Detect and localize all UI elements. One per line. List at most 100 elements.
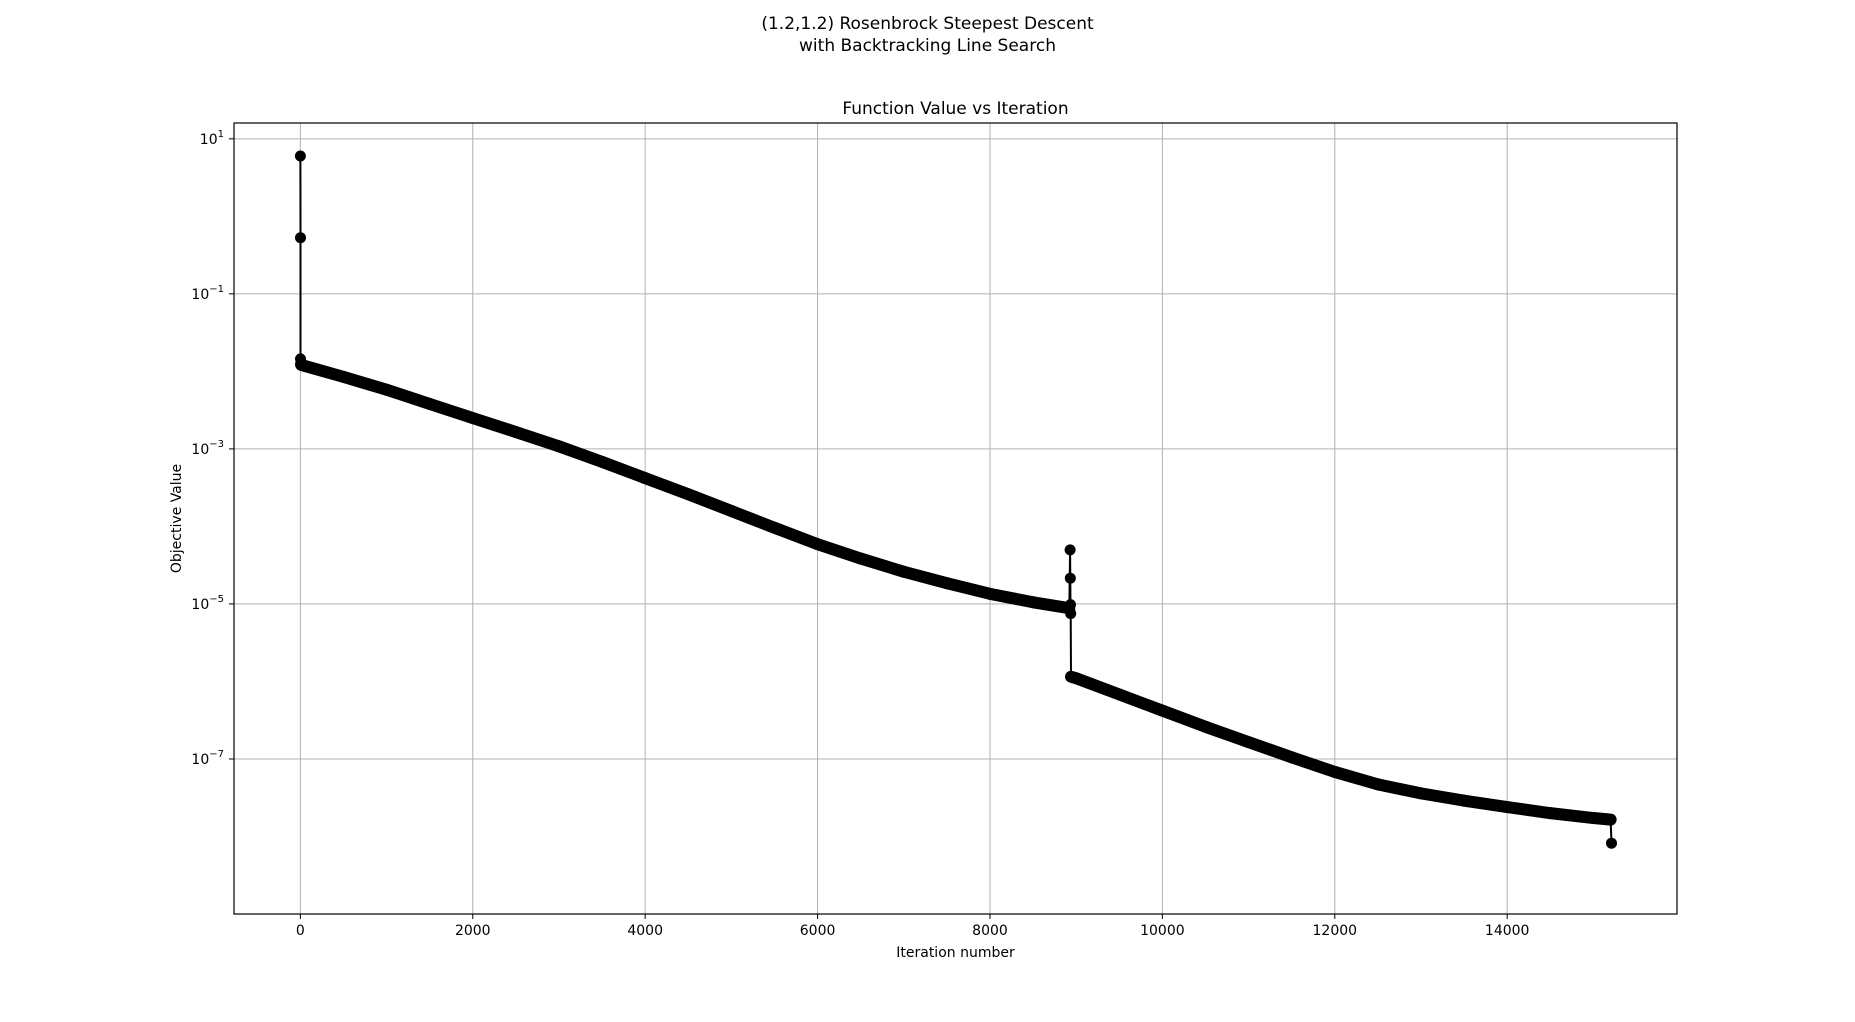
y-tick-label-base-2: 10 [191, 442, 209, 458]
dense-marker-band-0-29 [1501, 801, 1557, 820]
y-tick-label-base-3: 10 [191, 597, 209, 613]
dense-marker-band-0-17 [1027, 596, 1076, 615]
x-tick-label-6: 12000 [1313, 923, 1358, 939]
y-tick-label-exp-0: 1 [218, 129, 224, 140]
data-point-0-9 [467, 412, 479, 424]
dense-marker-band-0-26 [1371, 778, 1427, 800]
dense-marker-band-0-0 [295, 358, 350, 383]
data-point-0-40 [1544, 807, 1556, 819]
data-point-0-24 [1064, 544, 1076, 556]
data-point-0-42 [1605, 814, 1617, 826]
series-line-0 [299, 155, 1613, 844]
x-tick-label-5: 10000 [1140, 923, 1185, 939]
x-tick-label-1: 2000 [455, 923, 491, 939]
y-tick-label-exp-1: −1 [209, 284, 224, 295]
x-tick-label-7: 14000 [1485, 923, 1530, 939]
dense-marker-band-0-14 [897, 565, 953, 590]
dense-marker-band-0-23 [1242, 736, 1298, 764]
figure-suptitle-line-2: with Backtracking Line Search [799, 36, 1056, 56]
y-tick-label-1: 10−1 [191, 284, 224, 303]
dense-marker-band-0-9 [682, 488, 738, 518]
x-tick-label-4: 8000 [972, 923, 1008, 939]
data-point-0-31 [1156, 705, 1168, 717]
data-point-0-11 [553, 440, 565, 452]
data-point-0-7 [381, 384, 393, 396]
data-point-0-25 [1064, 572, 1076, 584]
y-axis-label: Objective Value [169, 464, 185, 573]
series-layer [294, 150, 1617, 849]
y-tick-label-base-1: 10 [191, 287, 209, 303]
dense-marker-band-0-13 [854, 552, 910, 578]
data-point-0-38 [1458, 795, 1470, 807]
data-point-0-10 [510, 426, 522, 438]
data-point-0-43 [1606, 837, 1617, 849]
dense-marker-band-0-6 [552, 440, 609, 468]
data-point-0-12 [596, 456, 608, 468]
grid-lines [234, 123, 1677, 914]
data-point-0-5 [295, 359, 307, 371]
data-point-0-29 [1070, 672, 1082, 684]
data-point-0-6 [338, 371, 349, 383]
y-tick-label-exp-4: −7 [209, 749, 224, 760]
dense-marker-band-0-15 [940, 577, 996, 600]
x-axis-label: Iteration number [896, 945, 1015, 961]
data-point-0-17 [812, 538, 824, 550]
dense-marker-band-0-27 [1414, 787, 1471, 807]
data-point-0-22 [1027, 596, 1039, 608]
dense-marker-band-0-4 [466, 412, 522, 439]
y-tick-label-0: 101 [200, 129, 224, 148]
dense-marker-band-0-8 [639, 472, 695, 501]
data-point-0-36 [1372, 778, 1384, 790]
data-point-0-35 [1329, 766, 1341, 778]
x-tick-label-3: 6000 [800, 923, 836, 939]
y-tick-label-exp-3: −5 [209, 594, 224, 605]
data-point-0-37 [1415, 787, 1427, 799]
data-point-0-27 [1065, 608, 1077, 620]
y-tick-label-3: 10−5 [191, 594, 224, 613]
axis-ticks: 0 2000 4000 6000 8000 10000 12000 1400010110−11… [191, 129, 1529, 939]
axes-title: Function Value vs Iteration [842, 99, 1068, 119]
data-point-0-33 [1243, 736, 1255, 748]
data-point-0-41 [1587, 812, 1599, 824]
dense-marker-band-0-20 [1113, 688, 1169, 717]
y-tick-label-2: 10−3 [191, 439, 224, 458]
dense-marker-band-0-12 [811, 538, 867, 565]
data-point-0-20 [941, 577, 953, 589]
data-point-0-15 [725, 505, 737, 517]
data-point-0-13 [639, 472, 651, 484]
data-point-0-14 [682, 488, 694, 500]
data-point-0-34 [1286, 751, 1298, 763]
dense-marker-band-0-24 [1285, 751, 1341, 778]
y-tick-label-4: 10−7 [191, 749, 224, 768]
data-point-0-1 [295, 232, 306, 244]
data-point-0-16 [769, 522, 780, 534]
dense-marker-band-0-2 [380, 383, 436, 410]
data-point-0-0 [294, 150, 306, 162]
dense-marker-band-0-25 [1328, 765, 1384, 791]
x-tick-label-0: 0 [296, 923, 305, 939]
figure-suptitle-line-1: (1.2,1.2) Rosenbrock Steepest Descent [761, 14, 1094, 34]
dense-marker-band-0-11 [768, 521, 824, 551]
dense-marker-band-0-10 [725, 505, 781, 534]
y-tick-label-exp-2: −3 [209, 439, 224, 450]
y-tick-label-base-0: 10 [200, 132, 218, 148]
data-point-0-21 [984, 588, 996, 600]
dense-marker-band-0-30 [1544, 807, 1600, 825]
plot-frame [233, 122, 1678, 915]
data-point-0-8 [424, 398, 436, 410]
data-point-0-19 [898, 566, 910, 578]
dense-marker-band-0-5 [509, 426, 565, 453]
dense-marker-band-0-19 [1070, 672, 1126, 701]
data-point-0-18 [855, 553, 867, 564]
data-point-0-32 [1200, 721, 1211, 733]
dense-marker-band-0-22 [1199, 720, 1255, 749]
data-point-0-39 [1501, 801, 1513, 813]
dense-marker-band-0-16 [983, 587, 1040, 609]
data-point-0-26 [1065, 599, 1076, 611]
dense-marker-band-0-21 [1156, 704, 1212, 733]
data-point-0-30 [1113, 688, 1125, 700]
dense-marker-band-0-7 [596, 455, 652, 485]
dense-marker-band-0-1 [337, 370, 393, 396]
y-tick-label-base-4: 10 [191, 752, 209, 768]
